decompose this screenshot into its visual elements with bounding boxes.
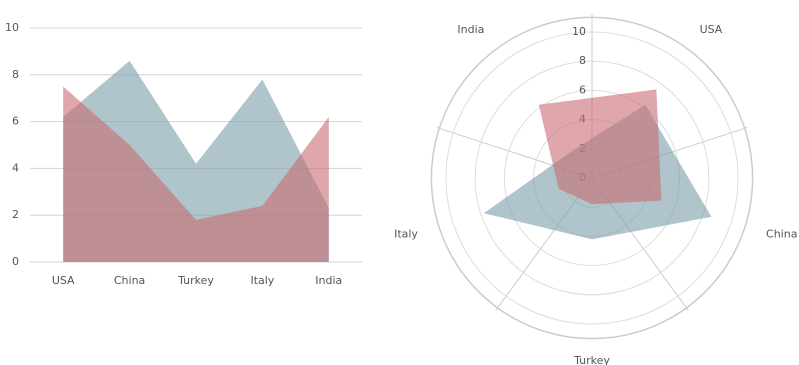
area [63,86,329,262]
y-tick-label: 6 [12,115,19,128]
radar-area [538,89,662,205]
category-label: India [457,23,484,36]
x-tick-label: Turkey [177,274,214,287]
x-tick-label: India [315,274,342,287]
y-tick-label: 10 [5,21,19,34]
grid-circle [445,31,739,325]
r-tick-label: 10 [572,25,586,38]
r-tick-label: 8 [579,54,586,67]
x-tick-label: USA [52,274,75,287]
category-label: Italy [394,228,418,241]
y-tick-label: 2 [12,208,19,221]
category-label: China [766,228,797,241]
category-label: Turkey [573,354,610,365]
category-label: USA [700,23,723,36]
x-tick-label: Italy [250,274,274,287]
y-tick-label: 0 [12,255,19,268]
y-tick-label: 4 [12,161,19,174]
y-tick-label: 8 [12,68,19,81]
grid-circle [474,60,710,296]
r-tick-label: 6 [579,83,586,96]
x-tick-label: China [114,274,145,287]
